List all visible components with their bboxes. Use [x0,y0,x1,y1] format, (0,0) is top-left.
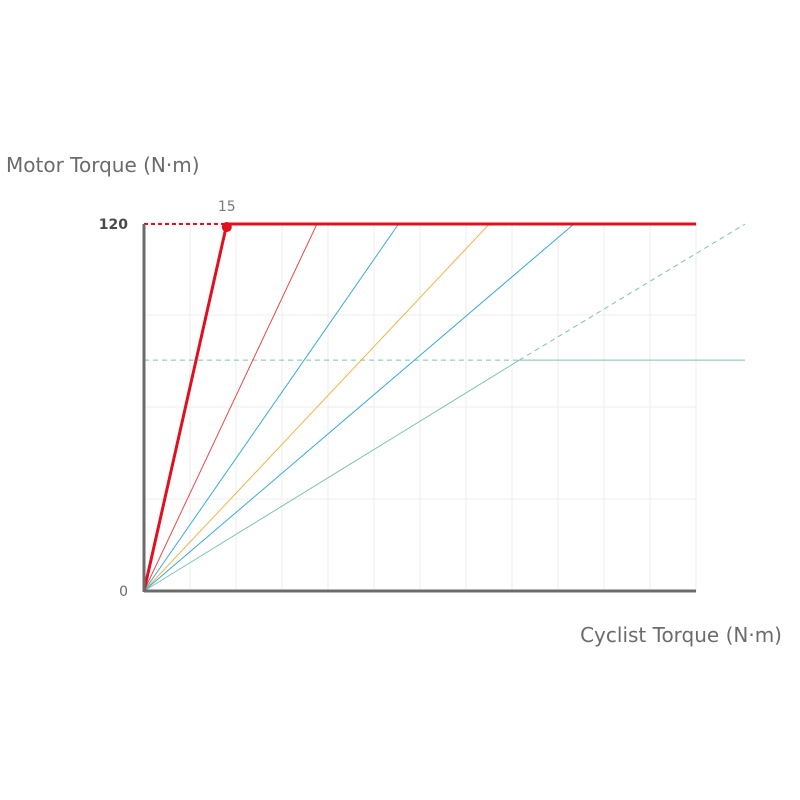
grid-lines [144,222,697,591]
dashed-reference-line [519,223,746,361]
y-tick-labels: 0 120 [99,217,128,600]
annotation-marker: 15 [218,199,236,233]
y-axis-title: Motor Torque (N·m) [6,153,200,177]
series-line-6 [143,359,746,592]
x-axis-title: Cyclist Torque (N·m) [580,623,782,647]
annotation-label: 15 [218,199,236,215]
y-tick-label: 120 [99,217,128,233]
annotation-dot [221,222,232,233]
dashed-reference-lines [144,223,746,361]
y-tick-label: 0 [119,584,128,600]
axes [142,224,696,593]
